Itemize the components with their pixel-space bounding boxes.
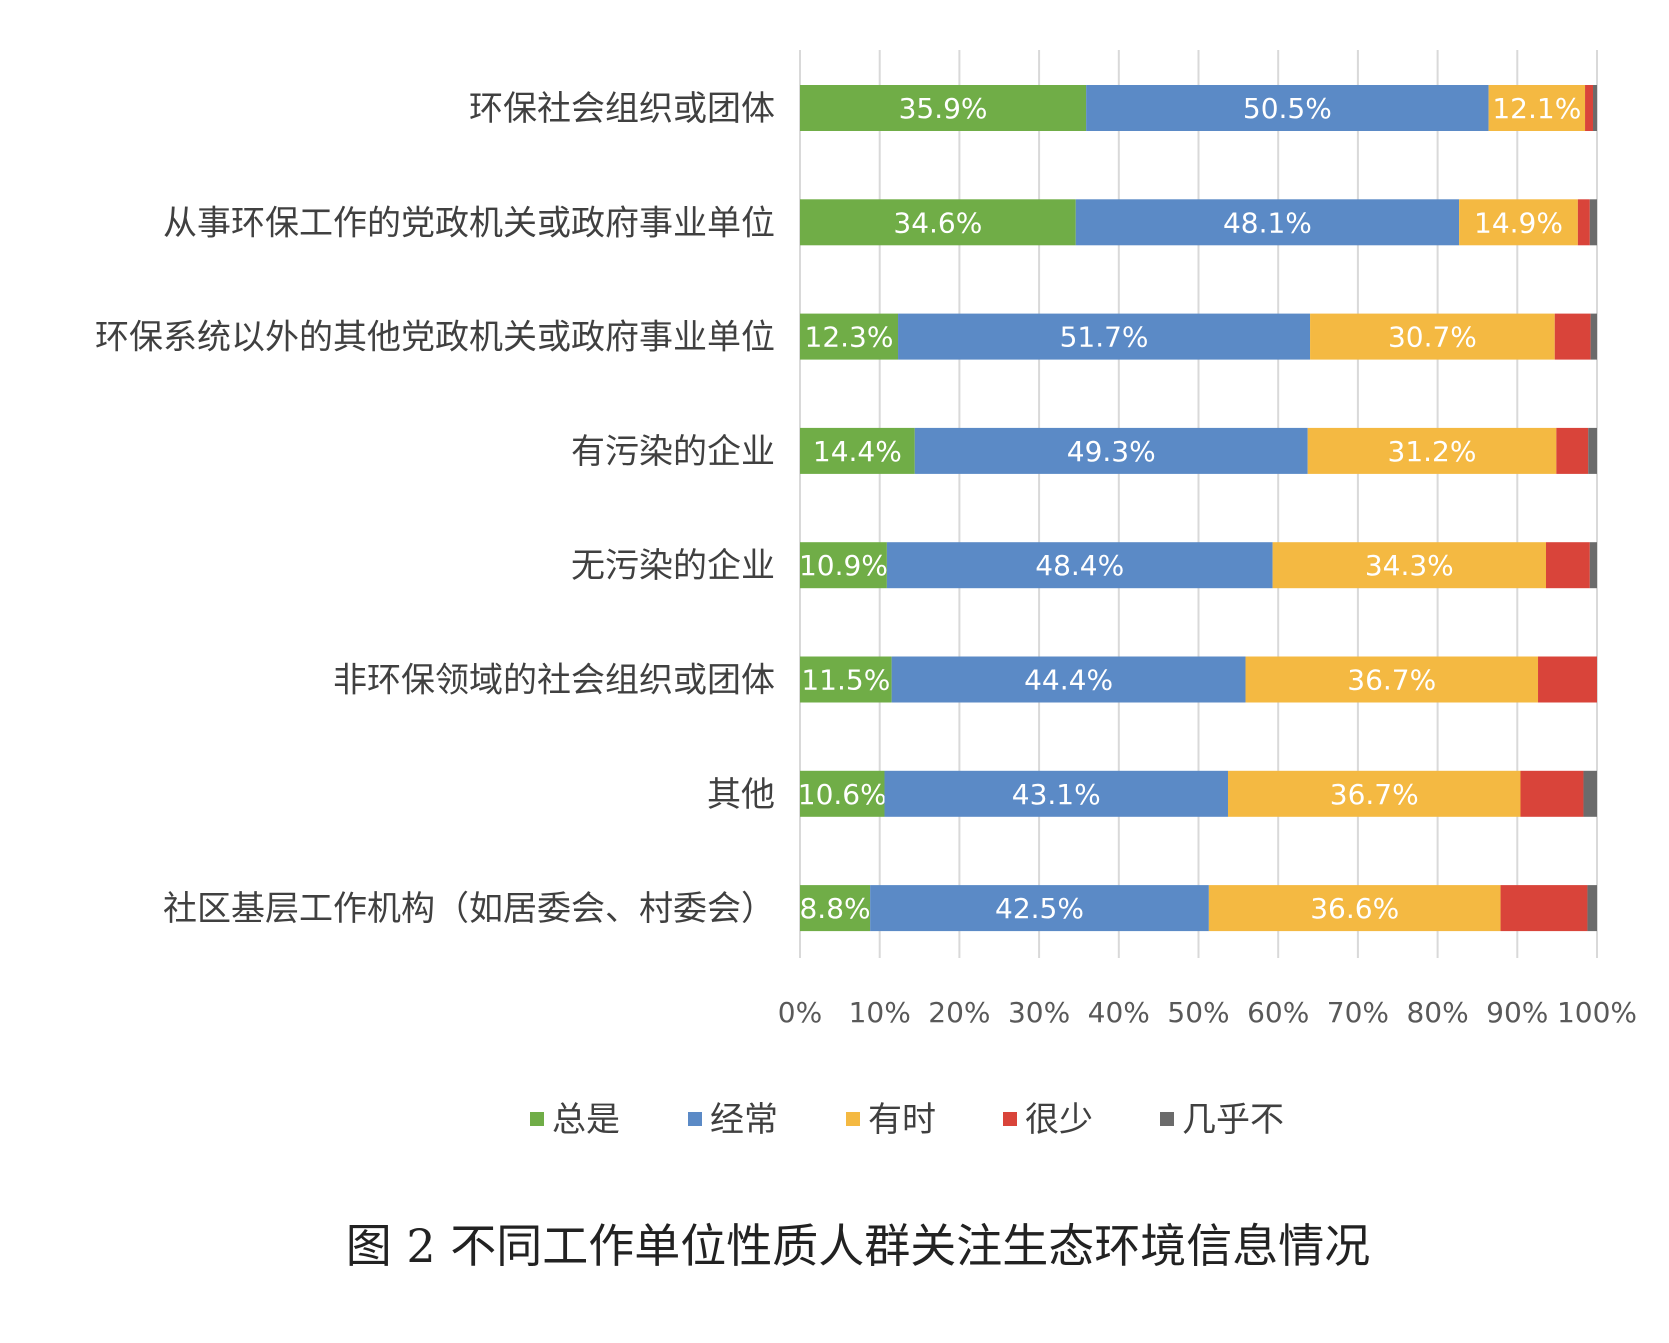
bar-segment (1554, 313, 1591, 360)
legend: 总是 经常 有时 很少 几乎不 (530, 1100, 1284, 1140)
data-label: 36.6% (1310, 892, 1399, 925)
data-label: 14.4% (813, 435, 902, 468)
data-label: 34.3% (1365, 549, 1454, 582)
bar-segment (914, 427, 1308, 474)
data-label: 36.7% (1347, 664, 1436, 697)
x-tick-label: 100% (1557, 996, 1637, 1029)
data-label: 44.4% (1024, 664, 1113, 697)
category-label: 其他 (707, 775, 775, 815)
bar-segment (1459, 199, 1578, 246)
bar-segment (1583, 770, 1597, 817)
x-tick-label: 60% (1247, 996, 1309, 1029)
legend-label: 经常 (710, 1100, 778, 1140)
figure-caption: 图 2 不同工作单位性质人群关注生态环境信息情况 (346, 1219, 1371, 1273)
legend-label: 有时 (868, 1100, 936, 1140)
x-tick-label: 50% (1167, 996, 1229, 1029)
bar-segment (898, 313, 1311, 360)
bar-segment (1520, 770, 1584, 817)
bar-segment (1086, 85, 1489, 131)
data-label: 14.9% (1474, 206, 1563, 239)
bar-segment (1593, 85, 1597, 131)
bar-segment (1488, 85, 1586, 131)
bar-segment (1500, 885, 1588, 932)
x-tick-label: 40% (1088, 996, 1150, 1029)
bar-segment (1589, 542, 1597, 589)
data-label: 36.7% (1330, 778, 1419, 811)
data-label: 43.1% (1012, 778, 1101, 811)
data-label: 10.9% (799, 549, 888, 582)
bar-segment (1075, 199, 1460, 246)
bar-segment (1585, 85, 1594, 131)
bar-segment (870, 885, 1209, 932)
legend-label: 总是 (552, 1100, 620, 1140)
data-label: 42.5% (995, 892, 1084, 925)
category-label: 非环保领域的社会组织或团体 (333, 661, 775, 701)
bar-segment (800, 542, 887, 589)
category-labels: 环保社会组织或团体从事环保工作的党政机关或政府事业单位环保系统以外的其他党政机关… (95, 89, 775, 929)
data-label: 10.6% (798, 778, 887, 811)
x-axis-ticks: 0% 10% 20% 30% 40% 50% 60% 70% 80% 90% 100% (778, 996, 1637, 1029)
data-label: 35.9% (899, 92, 988, 125)
bar-segment (800, 313, 899, 360)
bar-segment (1589, 199, 1597, 246)
bar-segment (800, 656, 892, 703)
x-tick-label: 70% (1327, 996, 1389, 1029)
bar-segment (800, 770, 885, 817)
bar-segment (1310, 313, 1555, 360)
category-label: 社区基层工作机构（如居委会、村委会） (163, 889, 775, 929)
x-tick-label: 80% (1406, 996, 1468, 1029)
bar-segment (1577, 199, 1590, 246)
bar-segment (1272, 542, 1546, 589)
gridlines (799, 50, 1598, 958)
bars: 35.9% 50.5% 12.1% 34.6% 48.1% 14.9% 12.3% 51.7%… (798, 85, 1597, 932)
bar-segment (800, 85, 1087, 131)
data-label: 12.3% (805, 321, 894, 354)
data-label: 51.7% (1060, 321, 1149, 354)
bar-segment (1227, 770, 1521, 817)
legend-swatch (1160, 1112, 1174, 1126)
bar-segment (1587, 885, 1597, 932)
legend-swatch (688, 1112, 702, 1126)
data-label: 34.6% (893, 206, 982, 239)
data-label: 49.3% (1067, 435, 1156, 468)
legend-label: 很少 (1025, 1100, 1093, 1140)
bar-segment (1245, 656, 1539, 703)
category-label: 有污染的企业 (571, 432, 775, 472)
data-label: 31.2% (1388, 435, 1477, 468)
data-label: 8.8% (799, 892, 870, 925)
bar-segment (1556, 427, 1589, 474)
legend-swatch (1003, 1112, 1017, 1126)
category-label: 无污染的企业 (571, 546, 775, 586)
bar-segment (1545, 542, 1590, 589)
bar-segment (1538, 656, 1597, 703)
x-tick-label: 20% (928, 996, 990, 1029)
bar-segment (800, 199, 1076, 246)
bar-segment (1208, 885, 1501, 932)
bar-segment (891, 656, 1246, 703)
data-label: 50.5% (1243, 92, 1332, 125)
bar-segment (800, 427, 915, 474)
x-tick-label: 90% (1486, 996, 1548, 1029)
x-tick-label: 10% (849, 996, 911, 1029)
x-tick-label: 0% (778, 996, 822, 1029)
x-tick-label: 30% (1008, 996, 1070, 1029)
bar-segment (1590, 313, 1597, 360)
data-label: 30.7% (1388, 321, 1477, 354)
category-label: 从事环保工作的党政机关或政府事业单位 (163, 203, 775, 243)
bar-segment (884, 770, 1228, 817)
data-label: 48.4% (1035, 549, 1124, 582)
bar-segment (1588, 427, 1597, 474)
data-label: 48.1% (1223, 206, 1312, 239)
bar-segment (800, 885, 871, 932)
data-label: 11.5% (801, 664, 890, 697)
bar-segment (1307, 427, 1557, 474)
legend-swatch (530, 1112, 544, 1126)
legend-swatch (846, 1112, 860, 1126)
legend-label: 几乎不 (1182, 1100, 1284, 1140)
category-label: 环保社会组织或团体 (469, 89, 775, 129)
data-label: 12.1% (1492, 92, 1581, 125)
bar-segment (886, 542, 1273, 589)
category-label: 环保系统以外的其他党政机关或政府事业单位 (95, 318, 775, 358)
